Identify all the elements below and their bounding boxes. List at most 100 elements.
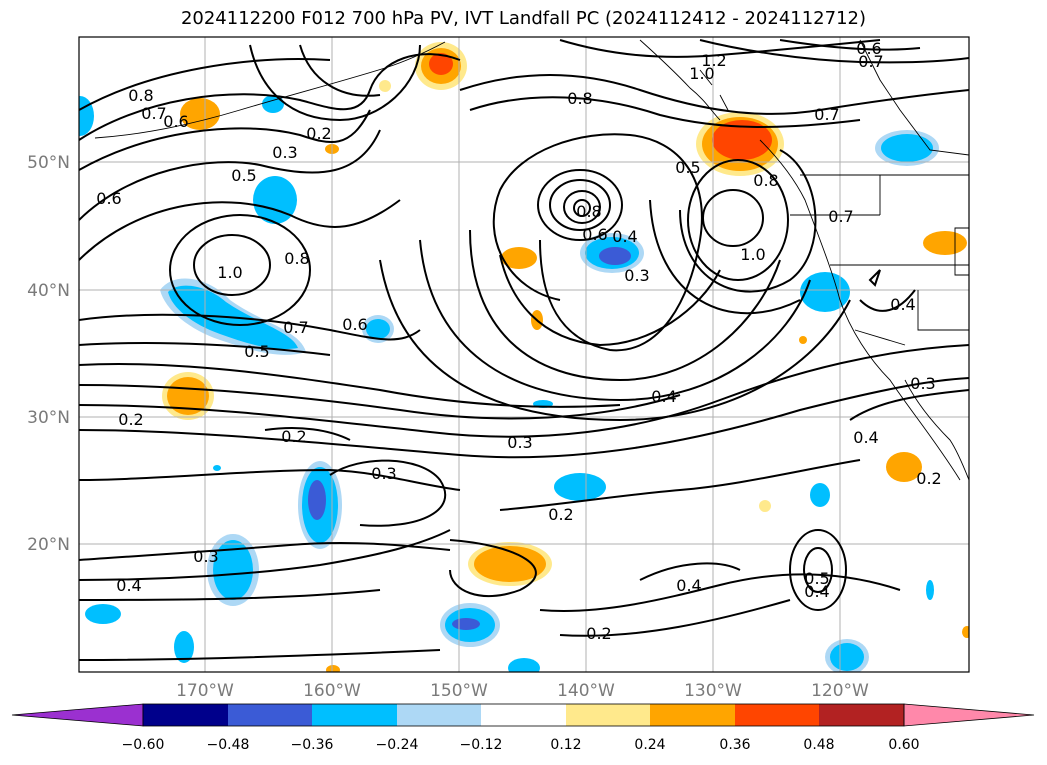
lat-label: 50°N bbox=[27, 153, 70, 173]
contour-label: 0.6 bbox=[96, 189, 121, 208]
neg-blob bbox=[810, 483, 830, 507]
contour-label: 0.8 bbox=[576, 202, 601, 221]
lon-label: 130°W bbox=[684, 681, 742, 701]
pos-blob bbox=[501, 247, 537, 269]
colorbar-tick: −0.24 bbox=[376, 737, 419, 753]
colorbar-tick: 0.48 bbox=[803, 737, 834, 753]
pos-blob bbox=[759, 500, 771, 512]
lon-label: 150°W bbox=[430, 681, 488, 701]
contour-label: 0.4 bbox=[116, 576, 141, 595]
lon-label: 160°W bbox=[303, 681, 361, 701]
neg-blob bbox=[174, 631, 194, 663]
contour-label: 0.3 bbox=[507, 433, 532, 452]
contour-label: 0.2 bbox=[916, 469, 941, 488]
colorbar-tick: 0.24 bbox=[634, 737, 665, 753]
contour-label: 0.8 bbox=[753, 171, 778, 190]
contour-label: 0.5 bbox=[675, 158, 700, 177]
neg-blob bbox=[599, 247, 631, 265]
contour-label: 0.2 bbox=[586, 624, 611, 643]
pos-blob bbox=[379, 80, 391, 92]
contour-label: 0.2 bbox=[548, 505, 573, 524]
contour-label: 0.7 bbox=[283, 318, 308, 337]
colorbar-bin bbox=[397, 704, 481, 726]
contour-label: 0.4 bbox=[676, 576, 701, 595]
colorbar-bin bbox=[650, 704, 735, 726]
contour-label: 0.4 bbox=[853, 428, 878, 447]
colorbar-extend-high bbox=[903, 703, 1035, 727]
colorbar-tick: −0.36 bbox=[291, 737, 334, 753]
contour-label: 0.6 bbox=[856, 39, 881, 58]
colorbar-tick: 0.60 bbox=[888, 737, 919, 753]
contour-label: 0.6 bbox=[582, 225, 607, 244]
page-title: 2024112200 F012 700 hPa PV, IVT Landfall… bbox=[180, 8, 867, 29]
lat-axis: 50°N 40°N 30°N 20°N bbox=[27, 153, 70, 555]
lon-label: 170°W bbox=[176, 681, 234, 701]
lat-label: 20°N bbox=[27, 535, 70, 555]
pos-blob bbox=[962, 626, 969, 638]
lat-label: 40°N bbox=[27, 281, 70, 301]
lon-label: 140°W bbox=[557, 681, 615, 701]
colorbar: −0.60 −0.48 −0.36 −0.24 −0.12 0.12 0.24 … bbox=[11, 703, 1035, 753]
lon-label: 120°W bbox=[811, 681, 869, 701]
colorbar-bin bbox=[566, 704, 650, 726]
contour-label: 0.8 bbox=[284, 249, 309, 268]
pos-blob bbox=[180, 98, 220, 130]
neg-blob bbox=[508, 658, 540, 672]
colorbar-bin bbox=[735, 704, 819, 726]
contour-label: 1.0 bbox=[740, 245, 765, 264]
pos-blob bbox=[474, 546, 546, 582]
lon-axis: 170°W 160°W 150°W 140°W 130°W 120°W bbox=[176, 681, 869, 701]
contour-label: 0.7 bbox=[858, 52, 883, 71]
contour-label: 0.4 bbox=[890, 295, 915, 314]
contour-label: 0.2 bbox=[118, 410, 143, 429]
colorbar-bin bbox=[312, 704, 397, 726]
contour-label: 0.3 bbox=[624, 266, 649, 285]
neg-blob bbox=[85, 604, 121, 624]
neg-blob bbox=[800, 272, 850, 312]
neg-blob bbox=[881, 134, 933, 162]
map-frame bbox=[78, 36, 970, 673]
contour-label: 0.6 bbox=[342, 315, 367, 334]
contour-label: 1.2 bbox=[701, 51, 726, 70]
colorbar-tick: −0.60 bbox=[122, 737, 165, 753]
contour-label: 0.2 bbox=[306, 124, 331, 143]
contour-label: 0.3 bbox=[193, 547, 218, 566]
colorbar-extend-low bbox=[11, 703, 144, 727]
pos-blob bbox=[326, 665, 340, 672]
colorbar-tick: 0.12 bbox=[550, 737, 581, 753]
contour-label: 0.8 bbox=[128, 86, 153, 105]
contour-label: 0.7 bbox=[814, 105, 839, 124]
neg-blob bbox=[830, 643, 864, 671]
contour-label: 0.4 bbox=[612, 227, 637, 246]
colorbar-frame bbox=[142, 703, 905, 727]
contour-labels: 0.8 0.7 0.6 0.2 0.3 0.5 0.6 0.8 1.0 0.7 … bbox=[96, 39, 941, 643]
contour-lines bbox=[79, 39, 969, 661]
contour-label: 0.7 bbox=[141, 104, 166, 123]
contour-label: 0.5 bbox=[244, 342, 269, 361]
colorbar-tick: −0.12 bbox=[460, 737, 503, 753]
neg-blob bbox=[262, 95, 284, 113]
contour-label: 0.6 bbox=[163, 112, 188, 131]
contour-label: 0.4 bbox=[651, 387, 676, 406]
neg-blob bbox=[308, 480, 326, 520]
contour-label: 0.3 bbox=[371, 464, 396, 483]
contour-label: 1.0 bbox=[689, 64, 714, 83]
colorbar-tick: 0.36 bbox=[719, 737, 750, 753]
contour-label: 0.8 bbox=[567, 89, 592, 108]
neg-blob bbox=[253, 176, 297, 224]
contour-label: 1.0 bbox=[217, 263, 242, 282]
colorbar-bin bbox=[143, 704, 228, 726]
neg-blob bbox=[213, 465, 221, 471]
colorbar-tick: −0.48 bbox=[207, 737, 250, 753]
pos-blob bbox=[799, 336, 807, 344]
contour-label: 0.3 bbox=[910, 374, 935, 393]
contour-label: 0.4 bbox=[804, 582, 829, 601]
neg-blob bbox=[554, 473, 606, 501]
coastlines bbox=[94, 39, 969, 481]
pos-blob bbox=[429, 53, 453, 75]
contour-label: 0.7 bbox=[828, 207, 853, 226]
pos-blob bbox=[712, 120, 772, 160]
lat-label: 30°N bbox=[27, 408, 70, 428]
colorbar-bin bbox=[481, 704, 566, 726]
